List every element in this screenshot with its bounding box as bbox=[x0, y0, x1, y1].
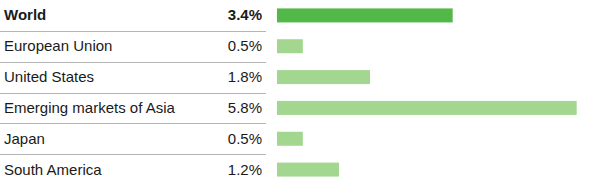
labels: World 3.4% European Union 0.5% United States… bbox=[4, 6, 262, 177]
bar bbox=[277, 39, 303, 53]
chart-container: World 3.4% European Union 0.5% United States… bbox=[0, 0, 600, 185]
bar bbox=[277, 8, 453, 22]
bar bbox=[277, 132, 303, 146]
row-separator bbox=[0, 123, 266, 124]
category-label: Japan bbox=[4, 130, 45, 147]
row-separator bbox=[0, 31, 266, 32]
bar bbox=[277, 163, 339, 177]
data-label: 5.8% bbox=[228, 99, 262, 116]
data-label: 3.4% bbox=[228, 6, 262, 23]
category-label: South America bbox=[4, 161, 102, 178]
data-label: 0.5% bbox=[228, 37, 262, 54]
category-label: European Union bbox=[4, 37, 112, 54]
bar bbox=[277, 101, 577, 115]
category-label: United States bbox=[4, 68, 94, 85]
data-label: 0.5% bbox=[228, 130, 262, 147]
data-label: 1.8% bbox=[228, 68, 262, 85]
row-separator bbox=[0, 154, 266, 155]
chart-svg: World 3.4% European Union 0.5% United States… bbox=[0, 0, 600, 185]
row-separators bbox=[0, 32, 266, 155]
category-label: World bbox=[4, 6, 46, 23]
data-label: 1.2% bbox=[228, 161, 262, 178]
row-separator bbox=[0, 62, 266, 63]
category-label: Emerging markets of Asia bbox=[4, 99, 176, 116]
row-separator bbox=[0, 93, 266, 94]
bars bbox=[277, 8, 577, 176]
bar bbox=[277, 70, 370, 84]
